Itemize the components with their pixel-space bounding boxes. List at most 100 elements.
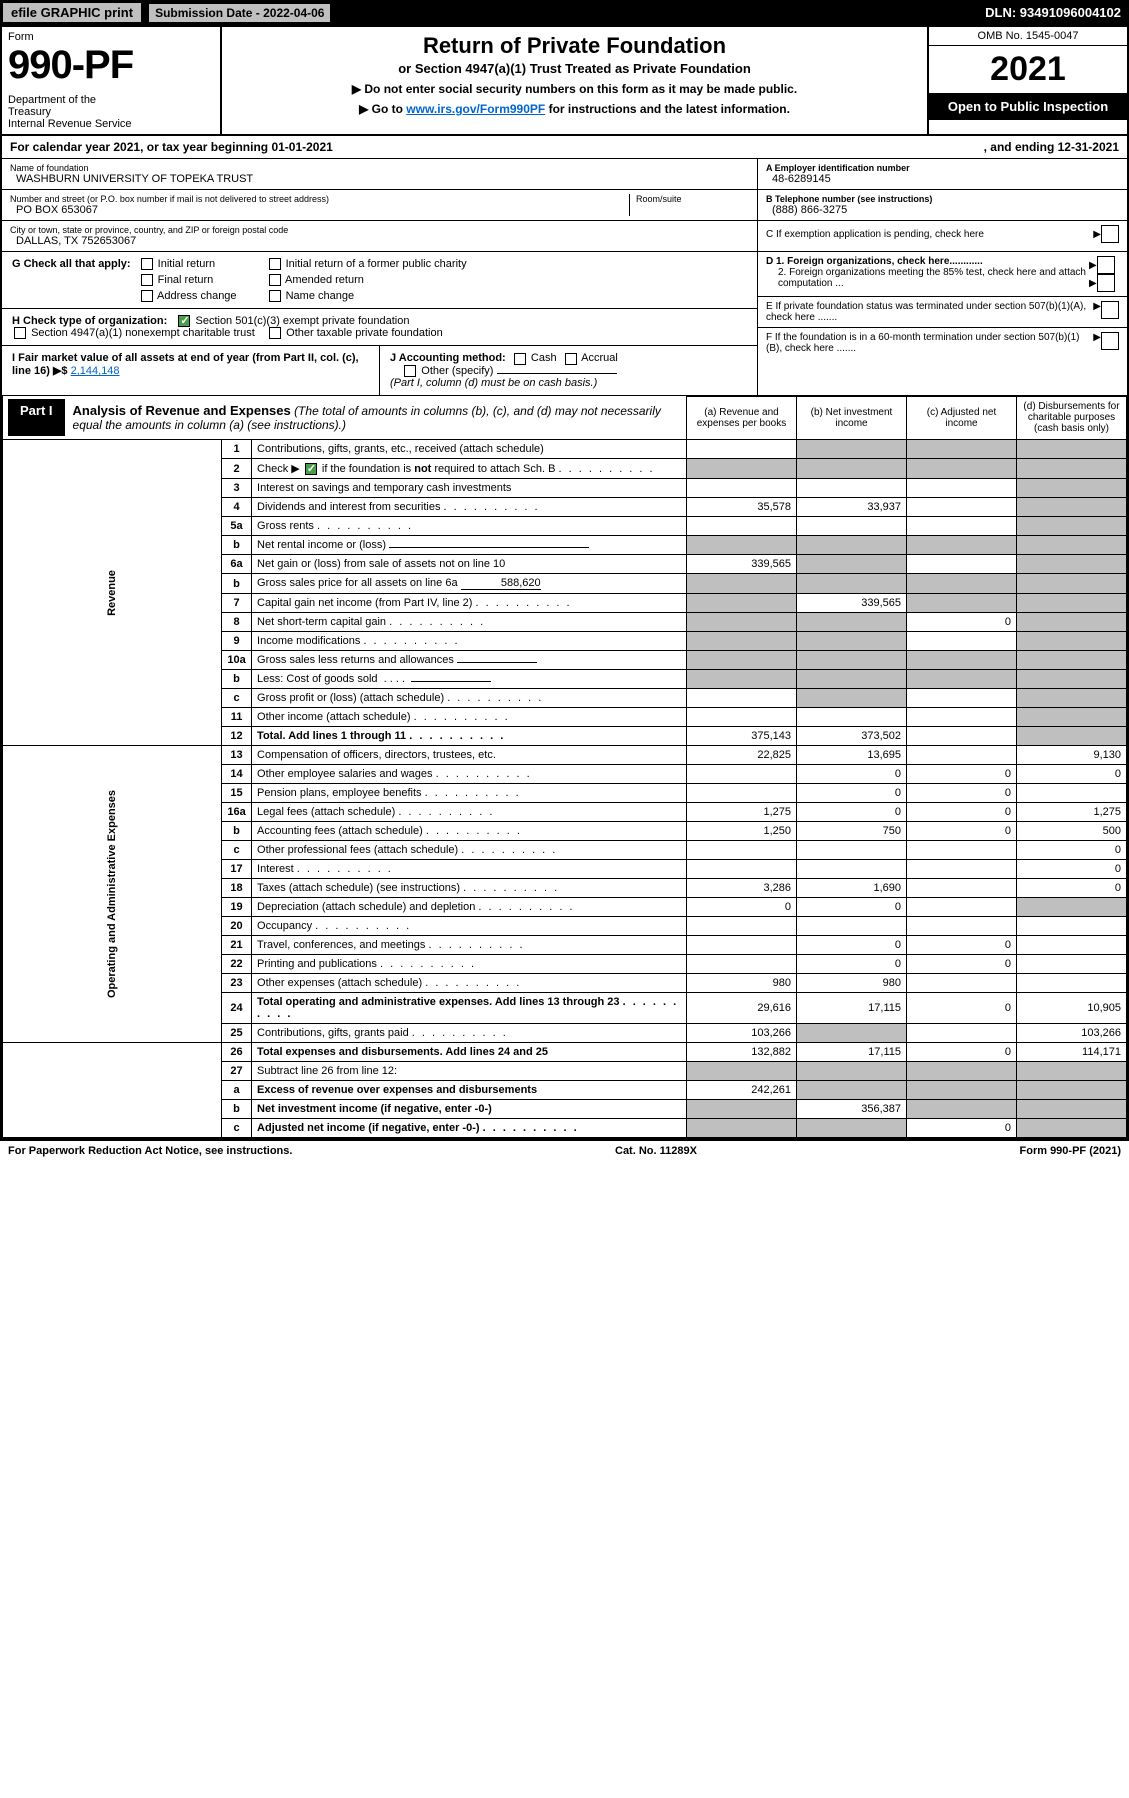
i-label: I Fair market value of all assets at end… [12,352,359,377]
l18a: 3,286 [687,879,797,898]
top-bar: efile GRAPHIC print Submission Date - 20… [0,0,1129,25]
chk-d2[interactable] [1097,274,1115,292]
l14b: 0 [797,765,907,784]
chk-initial-return[interactable] [141,258,153,270]
l26c: 0 [907,1043,1017,1062]
footer-left: For Paperwork Reduction Act Notice, see … [8,1145,292,1157]
line-5b: Net rental income or (loss) [252,536,687,555]
line-9: Income modifications [252,632,687,651]
chk-initial-former[interactable] [269,258,281,270]
j-other: Other (specify) [421,365,493,377]
l13a: 22,825 [687,746,797,765]
line-1: Contributions, gifts, grants, etc., rece… [252,440,687,459]
l24d: 10,905 [1017,993,1127,1024]
chk-other-method[interactable] [404,365,416,377]
part1-table: Part I Analysis of Revenue and Expenses … [2,396,1127,1139]
instr-1: ▶ Do not enter social security numbers o… [232,82,917,96]
l16bb: 750 [797,822,907,841]
line-20: Occupancy [252,917,687,936]
line-8: Net short-term capital gain [252,613,687,632]
l21c: 0 [907,936,1017,955]
l16cd: 0 [1017,841,1127,860]
footer-mid: Cat. No. 11289X [615,1145,697,1157]
l18d: 0 [1017,879,1127,898]
l22c: 0 [907,955,1017,974]
calendar-year-row: For calendar year 2021, or tax year begi… [2,136,1127,159]
h-label: H Check type of organization: [12,315,167,327]
chk-final-return[interactable] [141,274,153,286]
line-25: Contributions, gifts, grants paid [252,1024,687,1043]
efile-print-button[interactable]: efile GRAPHIC print [2,2,142,23]
line-4: Dividends and interest from securities [252,498,687,517]
l26a: 132,882 [687,1043,797,1062]
chk-e[interactable] [1101,301,1119,319]
line-17: Interest [252,860,687,879]
i-value: 2,144,148 [71,365,120,377]
chk-accrual[interactable] [565,353,577,365]
line-26: Total expenses and disbursements. Add li… [252,1043,687,1062]
l4a: 35,578 [687,498,797,517]
line-16c: Other professional fees (attach schedule… [252,841,687,860]
line-22: Printing and publications [252,955,687,974]
g-opt-1: Initial return of a former public charit… [286,258,467,270]
chk-cash[interactable] [514,353,526,365]
chk-d1[interactable] [1097,256,1115,274]
line-10b: Less: Cost of goods sold . . . . [252,670,687,689]
chk-name-change[interactable] [269,290,281,302]
col-b-header: (b) Net investment income [797,396,907,440]
l16ab: 0 [797,803,907,822]
chk-amended[interactable] [269,274,281,286]
h-opt-1: Section 501(c)(3) exempt private foundat… [195,315,409,327]
line-6a: Net gain or (loss) from sale of assets n… [252,555,687,574]
line-2: Check ▶ if the foundation is not require… [252,459,687,479]
line-10c: Gross profit or (loss) (attach schedule) [252,689,687,708]
line-3: Interest on savings and temporary cash i… [252,479,687,498]
open-inspection-badge: Open to Public Inspection [929,93,1127,120]
d1-label: D 1. Foreign organizations, check here..… [766,256,1089,267]
l24c: 0 [907,993,1017,1024]
chk-f[interactable] [1101,332,1119,350]
form-subtitle: or Section 4947(a)(1) Trust Treated as P… [232,61,917,76]
line-5a: Gross rents [252,517,687,536]
col-d-header: (d) Disbursements for charitable purpose… [1017,396,1127,440]
form-link[interactable]: www.irs.gov/Form990PF [406,102,545,116]
line-16a: Legal fees (attach schedule) [252,803,687,822]
form-header: Form 990-PF Department of theTreasuryInt… [2,27,1127,136]
l16bd: 500 [1017,822,1127,841]
e-label: E If private foundation status was termi… [766,301,1093,323]
ein-label: A Employer identification number [766,163,1119,173]
chk-501c3[interactable] [178,315,190,327]
l16bc: 0 [907,822,1017,841]
expenses-sidelabel: Operating and Administrative Expenses [106,790,118,998]
part1-title: Analysis of Revenue and Expenses (The to… [65,399,681,436]
j-cash: Cash [531,352,557,364]
chk-schB[interactable] [305,463,317,475]
l16ba: 1,250 [687,822,797,841]
j-note: (Part I, column (d) must be on cash basi… [390,377,597,389]
instr-2: ▶ Go to www.irs.gov/Form990PF for instru… [232,102,917,116]
line-7: Capital gain net income (from Part IV, l… [252,594,687,613]
chk-address-change[interactable] [141,290,153,302]
line-11: Other income (attach schedule) [252,708,687,727]
omb-number: OMB No. 1545-0047 [929,27,1127,46]
l24a: 29,616 [687,993,797,1024]
line-21: Travel, conferences, and meetings [252,936,687,955]
g-opt-5: Name change [286,290,355,302]
col-c-header: (c) Adjusted net income [907,396,1017,440]
l7b: 339,565 [797,594,907,613]
line-19: Depreciation (attach schedule) and deple… [252,898,687,917]
phone-value: (888) 866-3275 [766,204,1119,216]
l22b: 0 [797,955,907,974]
chk-other-taxable[interactable] [269,327,281,339]
line-6b: Gross sales price for all assets on line… [252,574,687,594]
h-opt-2: Section 4947(a)(1) nonexempt charitable … [31,327,255,339]
foundation-name-label: Name of foundation [10,163,749,173]
form-title: Return of Private Foundation [232,33,917,59]
l13d: 9,130 [1017,746,1127,765]
col-a-header: (a) Revenue and expenses per books [687,396,797,440]
c-pending-checkbox[interactable] [1101,225,1119,243]
form-word: Form [8,31,214,43]
line-15: Pension plans, employee benefits [252,784,687,803]
chk-4947a1[interactable] [14,327,26,339]
calyear-begin: For calendar year 2021, or tax year begi… [10,140,333,154]
